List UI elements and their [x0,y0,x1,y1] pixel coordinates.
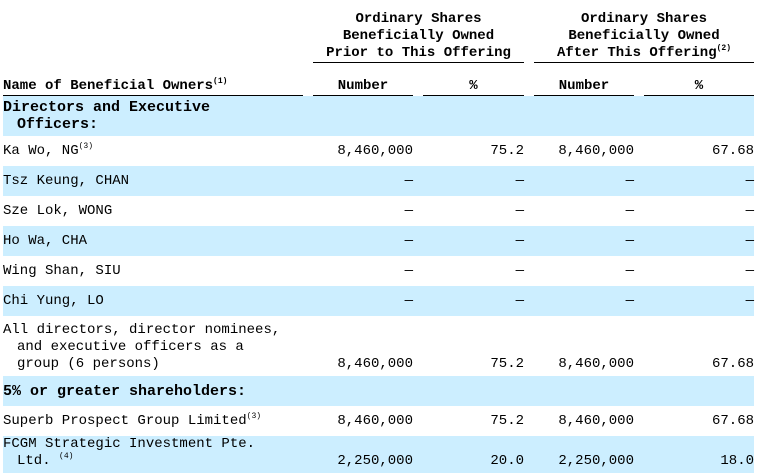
table-row: Wing Shan, SIU — — — — [3,256,754,286]
prior-num-cell: 8,460,000 [337,412,413,429]
owner-name: All directors, director nominees, and exe… [3,322,281,372]
after-num-cell: 2,250,000 [534,436,634,473]
table-row: Sze Lok, WONG — — — — [3,196,754,226]
after-num-cell: 8,460,000 [558,356,634,372]
owner-name: Wing Shan, SIU [3,262,121,279]
prior-num-cell: — [404,202,413,219]
prior-num-cell: — [404,262,413,279]
after-pct-cell: — [745,262,754,279]
after-pct-cell: — [644,226,754,256]
prior-number-header: Number [313,63,413,96]
after-pct-cell: 67.68 [711,412,754,429]
after-offering-header: Ordinary Shares Beneficially Owned After T… [534,8,754,63]
prior-pct-header: % [423,63,524,96]
prior-num-cell: 8,460,000 [337,356,413,372]
after-pct-header: % [644,63,754,96]
after-pct-cell: — [644,286,754,316]
owner-name: Tsz Keung, CHAN [3,166,303,196]
table-row: Chi Yung, LO — — — — [3,286,754,316]
prior-pct-cell: 75.2 [490,142,524,159]
prior-num-cell: 8,460,000 [337,142,413,159]
table-row: Superb Prospect Group Limited(3) 8,460,00… [3,406,754,436]
after-num-cell: — [534,166,634,196]
beneficial-ownership-table: Ordinary Shares Beneficially Owned Prior t… [3,8,754,473]
prior-num-cell: — [313,166,413,196]
after-num-cell: 8,460,000 [558,412,634,429]
owner-name: Ka Wo, NG(3) [3,141,94,159]
after-pct-cell: 67.68 [711,356,754,372]
section-row-greater-shareholders: 5% or greater shareholders: [3,376,754,406]
after-num-cell: — [534,226,634,256]
prior-pct-cell: — [515,202,524,219]
prior-pct-cell: 75.2 [490,412,524,429]
owner-name: Ho Wa, CHA [3,226,303,256]
prior-pct-cell: — [515,262,524,279]
owner-name: Chi Yung, LO [3,286,303,316]
after-number-header: Number [534,63,634,96]
prior-num-cell: 2,250,000 [313,436,413,473]
prior-pct-cell: 20.0 [423,436,524,473]
owner-name: FCGM Strategic Investment Pte. Ltd. (4) [3,436,303,473]
table-row: Tsz Keung, CHAN — — — — [3,166,754,196]
after-pct-cell: — [644,166,754,196]
after-num-cell: — [625,202,634,219]
prior-offering-header: Ordinary Shares Beneficially Owned Prior t… [313,8,524,63]
table-row: FCGM Strategic Investment Pte. Ltd. (4) 2,… [3,436,754,473]
prior-num-cell: — [313,226,413,256]
section-row-directors: Directors and Executive Officers: [3,96,754,136]
owner-name: Superb Prospect Group Limited(3) [3,411,262,429]
prior-pct-cell: — [423,226,524,256]
prior-pct-cell: — [423,166,524,196]
after-num-cell: 8,460,000 [558,142,634,159]
after-pct-cell: 18.0 [644,436,754,473]
table-row: All directors, director nominees, and exe… [3,316,754,376]
owner-name: Sze Lok, WONG [3,202,113,219]
after-num-cell: — [534,286,634,316]
name-column-header: Name of Beneficial Owners(1) [3,63,303,96]
table-row: Ho Wa, CHA — — — — [3,226,754,256]
prior-pct-cell: — [423,286,524,316]
after-pct-cell: — [745,202,754,219]
prior-pct-cell: 75.2 [490,356,524,372]
after-num-cell: — [625,262,634,279]
after-pct-cell: 67.68 [711,142,754,159]
table-row: Ka Wo, NG(3) 8,460,000 75.2 8,460,000 67.68 [3,136,754,166]
prior-num-cell: — [313,286,413,316]
